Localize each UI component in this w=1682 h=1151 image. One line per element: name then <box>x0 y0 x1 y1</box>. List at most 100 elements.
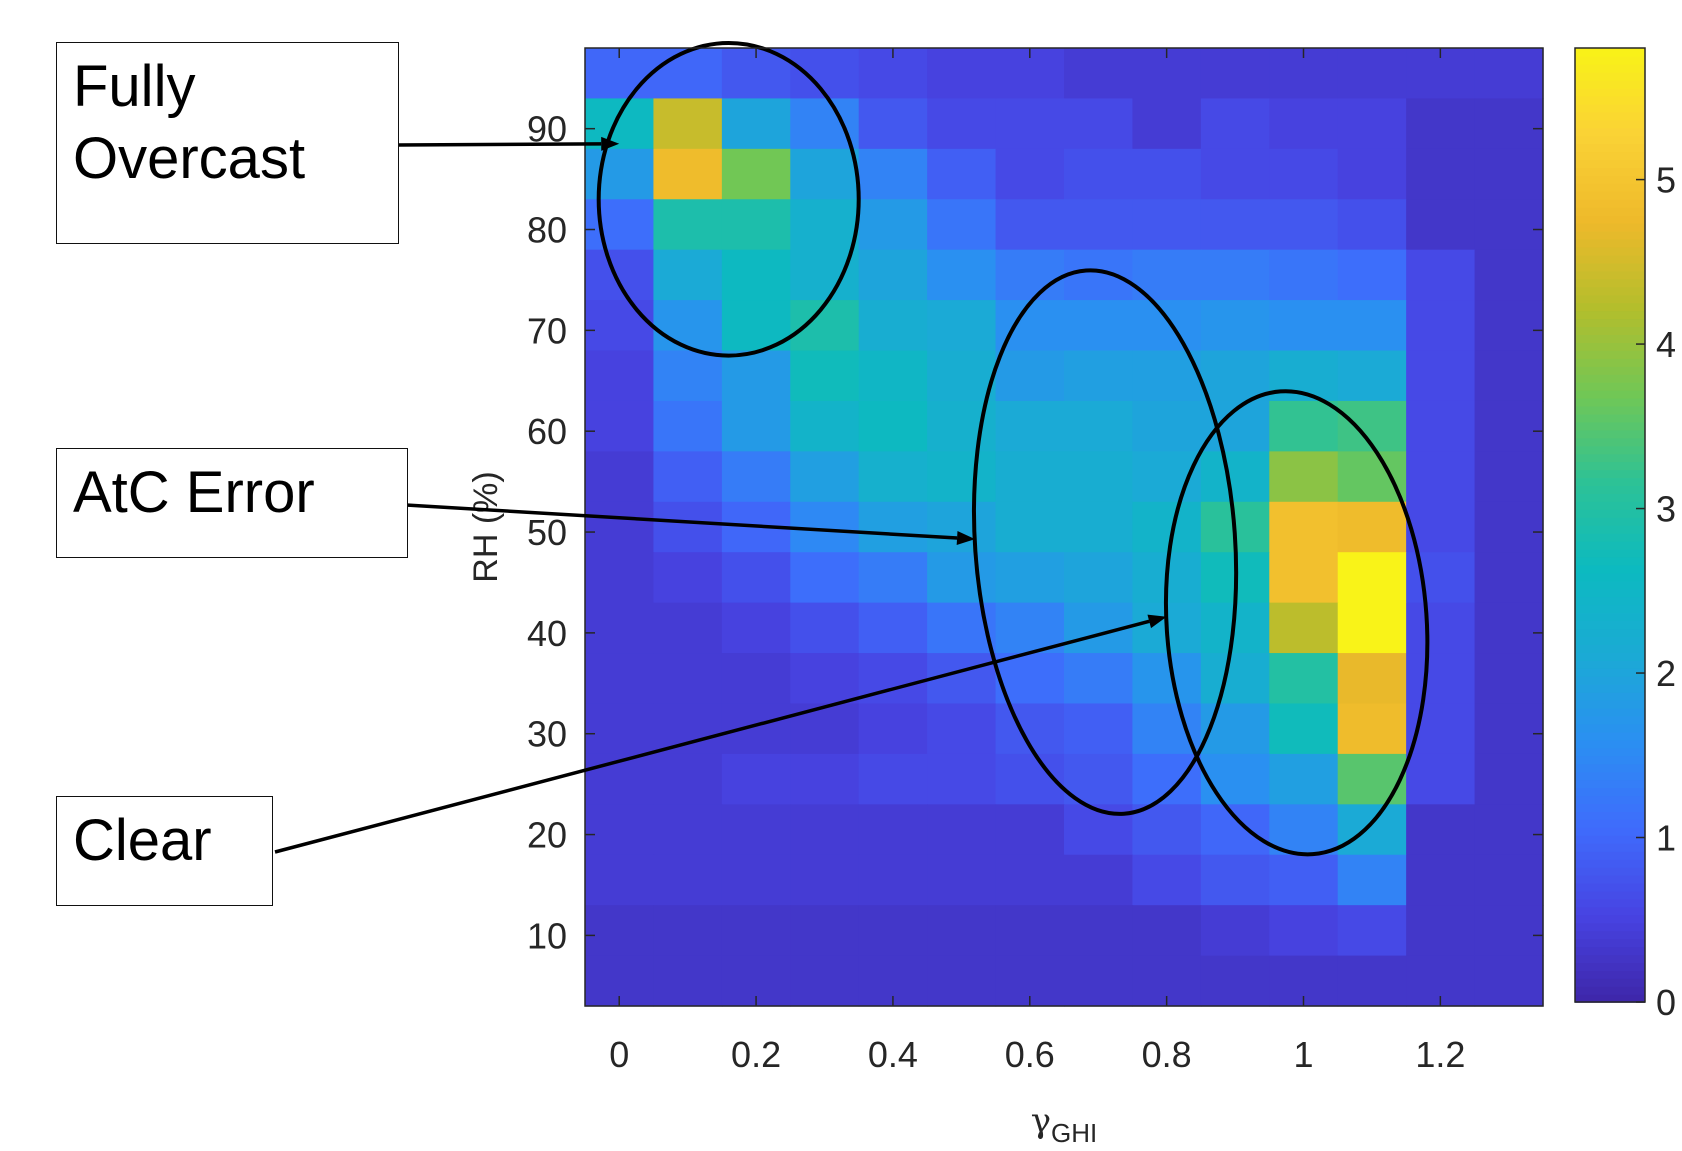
colorbar-segment <box>1575 445 1645 455</box>
callout-atc-error: AtC Error <box>56 448 408 558</box>
heatmap-cell <box>585 199 655 251</box>
heatmap-cell <box>995 249 1065 301</box>
heatmap-cell <box>1269 804 1339 856</box>
heatmap-cell <box>927 451 997 503</box>
x-tick-label: 0 <box>609 1034 629 1075</box>
heatmap-cell <box>1474 501 1544 553</box>
colorbar-segment <box>1575 405 1645 415</box>
colorbar-segment <box>1575 946 1645 956</box>
heatmap-cell <box>1337 804 1407 856</box>
heatmap-cell <box>858 804 928 856</box>
colorbar-segment <box>1575 707 1645 717</box>
heatmap-cell <box>995 400 1065 452</box>
x-tick-label: 0.2 <box>731 1034 781 1075</box>
colorbar-segment <box>1575 135 1645 145</box>
heatmap-cell <box>1064 703 1134 755</box>
heatmap-cell <box>585 98 655 150</box>
heatmap-cell <box>653 804 723 856</box>
heatmap-cell <box>858 199 928 251</box>
colorbar-segment <box>1575 525 1645 534</box>
heatmap-cell <box>585 501 655 553</box>
heatmap-cell <box>858 905 928 957</box>
colorbar-segment <box>1575 580 1645 590</box>
colorbar-segment <box>1575 429 1645 439</box>
arrow-clear <box>274 619 1150 854</box>
heatmap-cell <box>858 148 928 200</box>
heatmap-cell <box>1200 451 1270 503</box>
heatmap-cell <box>1200 48 1270 100</box>
heatmap-cell <box>585 400 655 452</box>
heatmap-cell <box>1064 905 1134 957</box>
heatmap-cell <box>790 602 860 654</box>
colorbar: 5 4 3 2 1 0 <box>1574 47 1676 1023</box>
heatmap-cell <box>1064 249 1134 301</box>
colorbar-segment <box>1575 994 1645 1003</box>
heatmap-cell <box>653 249 723 301</box>
colorbar-segment <box>1575 493 1645 502</box>
colorbar-segment <box>1575 588 1645 598</box>
colorbar-segment <box>1575 63 1645 73</box>
heatmap-cell <box>721 703 791 755</box>
heatmap-cell <box>927 905 997 957</box>
colorbar-segment <box>1575 350 1645 359</box>
heatmap-cell <box>790 148 860 200</box>
heatmap-cell <box>1406 300 1476 352</box>
colorbar-segment <box>1575 874 1645 884</box>
colorbar-segment <box>1575 866 1645 876</box>
colorbar-segment <box>1575 803 1645 812</box>
heatmap-cell <box>1064 501 1134 553</box>
heatmap-cell <box>1269 854 1339 906</box>
colorbar-segment <box>1575 699 1645 709</box>
colorbar-segment <box>1575 771 1645 781</box>
heatmap-cell <box>1269 602 1339 654</box>
heatmap-cell <box>1406 350 1476 402</box>
colorbar-segment <box>1575 763 1645 773</box>
colorbar-segment <box>1575 238 1645 248</box>
heatmap-cell <box>1064 48 1134 100</box>
heatmap-cell <box>653 854 723 906</box>
heatmap-cell <box>1269 501 1339 553</box>
heatmap-cell <box>790 905 860 957</box>
heatmap-cell <box>1406 199 1476 251</box>
colorbar-segment <box>1575 501 1645 510</box>
heatmap-cell <box>858 451 928 503</box>
heatmap-cell <box>653 350 723 402</box>
heatmap-cell <box>858 350 928 402</box>
colorbar-segment <box>1575 604 1645 614</box>
colorbar-segment <box>1575 540 1645 550</box>
heatmap-cell <box>1269 148 1339 200</box>
colorbar-segment <box>1575 731 1645 741</box>
arrow-clear-head <box>1147 614 1167 629</box>
heatmap-cell <box>1200 955 1270 1007</box>
heatmap-cell <box>858 249 928 301</box>
heatmap-cell <box>1132 753 1202 805</box>
colorbar-segment <box>1575 151 1645 161</box>
colorbar-segment <box>1575 397 1645 407</box>
heatmap-cell <box>653 653 723 705</box>
colorbar-segment <box>1575 437 1645 447</box>
heatmap-cell <box>1474 854 1544 906</box>
colorbar-tick-label: 2 <box>1656 653 1676 694</box>
heatmap-cell <box>1132 653 1202 705</box>
colorbar-segment <box>1575 294 1645 304</box>
heatmap-cell <box>1200 199 1270 251</box>
heatmap-cell <box>1406 854 1476 906</box>
colorbar-segment <box>1575 715 1645 725</box>
colorbar-segment <box>1575 930 1645 940</box>
colorbar-segment <box>1575 811 1645 820</box>
heatmap-cell <box>927 854 997 906</box>
colorbar-segment <box>1575 755 1645 765</box>
colorbar-segment <box>1575 628 1645 638</box>
colorbar-segment <box>1575 358 1645 367</box>
heatmap-cell <box>790 400 860 452</box>
heatmap-cell <box>721 905 791 957</box>
heatmap-cell <box>585 905 655 957</box>
heatmap-cell <box>585 300 655 352</box>
colorbar-segment <box>1575 87 1645 97</box>
heatmap-cell <box>1269 451 1339 503</box>
heatmap-cell <box>790 199 860 251</box>
ellipse-atc-error <box>971 268 1239 816</box>
colorbar-tick-label: 1 <box>1656 818 1676 859</box>
heatmap-cell <box>858 703 928 755</box>
colorbar-segment <box>1575 246 1645 256</box>
